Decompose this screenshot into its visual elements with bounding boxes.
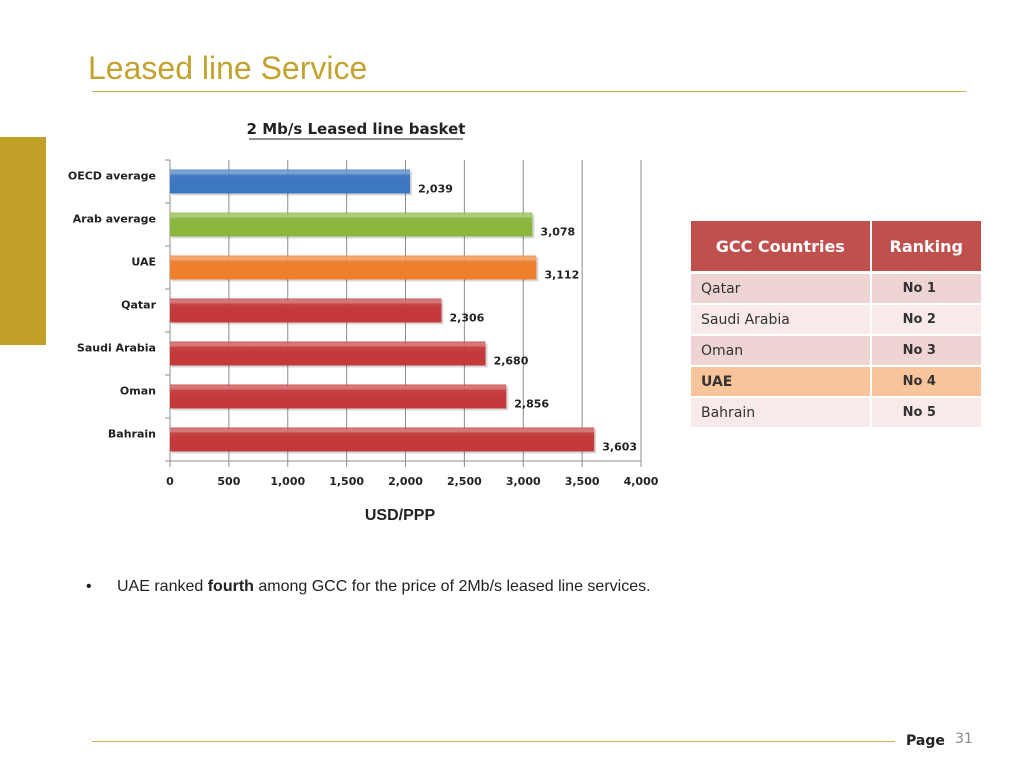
bullet-text-emphasis: fourth bbox=[207, 578, 254, 595]
bar bbox=[170, 255, 537, 280]
bar-highlight bbox=[170, 342, 486, 347]
slide-title: Leased line Service bbox=[88, 50, 368, 86]
x-tick-label: 4,000 bbox=[624, 475, 659, 488]
x-tick-label: 500 bbox=[217, 475, 240, 488]
bar-value-label: 2,856 bbox=[514, 398, 549, 411]
title-divider bbox=[92, 91, 966, 92]
table-cell-rank: No 2 bbox=[871, 305, 981, 336]
bullet-text-prefix: UAE ranked bbox=[117, 578, 208, 595]
page-number: 31 bbox=[955, 731, 973, 747]
bar-highlight bbox=[170, 385, 507, 390]
bar-value-label: 2,680 bbox=[494, 355, 529, 368]
table-cell-rank: No 1 bbox=[871, 274, 981, 305]
x-tick-label: 1,000 bbox=[270, 475, 305, 488]
table-cell-country: Saudi Arabia bbox=[691, 305, 872, 336]
bar-value-label: 3,078 bbox=[540, 226, 575, 239]
category-label: Bahrain bbox=[108, 428, 156, 441]
category-label: Qatar bbox=[121, 299, 156, 312]
bar bbox=[170, 169, 411, 194]
x-tick-label: 3,000 bbox=[506, 475, 541, 488]
bar bbox=[170, 427, 595, 452]
bar bbox=[170, 341, 486, 366]
bar-value-label: 3,112 bbox=[544, 269, 579, 282]
category-label: Oman bbox=[120, 385, 156, 398]
x-axis-label: USD/PPP bbox=[365, 507, 436, 524]
table-row: Oman No 3 bbox=[691, 336, 981, 367]
bar-value-label: 3,603 bbox=[602, 441, 637, 454]
x-tick-label: 1,500 bbox=[329, 475, 364, 488]
x-tick-label: 2,000 bbox=[388, 475, 423, 488]
category-label: Arab average bbox=[73, 213, 156, 226]
x-tick-label: 0 bbox=[166, 475, 174, 488]
table-cell-country: Qatar bbox=[691, 274, 872, 305]
bullet-point: • UAE ranked fourth among GCC for the pri… bbox=[86, 578, 651, 596]
bar-highlight bbox=[170, 213, 533, 218]
bar-value-label: 2,039 bbox=[418, 183, 453, 196]
category-label: UAE bbox=[131, 256, 156, 269]
bar bbox=[170, 384, 507, 409]
table-row: Qatar No 1 bbox=[691, 274, 981, 305]
table-header-country: GCC Countries bbox=[691, 221, 872, 274]
side-accent-bar bbox=[0, 137, 46, 345]
bar-highlight bbox=[170, 299, 442, 304]
chart-title: 2 Mb/s Leased line basket bbox=[247, 120, 466, 138]
table-cell-country: Oman bbox=[691, 336, 872, 367]
table-row: Bahrain No 5 bbox=[691, 398, 981, 429]
footer-divider bbox=[92, 741, 895, 742]
table-row: Saudi Arabia No 2 bbox=[691, 305, 981, 336]
bullet-text-suffix: among GCC for the price of 2Mb/s leased … bbox=[253, 578, 651, 595]
x-tick-label: 2,500 bbox=[447, 475, 482, 488]
bar-highlight bbox=[170, 428, 595, 433]
page-label: Page bbox=[906, 733, 945, 749]
bar-value-label: 2,306 bbox=[450, 312, 485, 325]
bar bbox=[170, 212, 533, 237]
x-tick-label: 3,500 bbox=[565, 475, 600, 488]
table-cell-rank: No 3 bbox=[871, 336, 981, 367]
bar-highlight bbox=[170, 256, 537, 261]
category-label: OECD average bbox=[68, 170, 156, 183]
category-label: Saudi Arabia bbox=[77, 342, 156, 355]
bullet-marker: • bbox=[86, 578, 92, 595]
table-row-highlighted: UAE No 4 bbox=[691, 367, 981, 398]
table-cell-rank: No 4 bbox=[871, 367, 981, 398]
gcc-ranking-table: GCC Countries Ranking Qatar No 1 Saudi A… bbox=[691, 221, 981, 429]
table-cell-country: UAE bbox=[691, 367, 872, 398]
bar-highlight bbox=[170, 170, 411, 175]
bar bbox=[170, 298, 442, 323]
table-cell-rank: No 5 bbox=[871, 398, 981, 429]
table-header-ranking: Ranking bbox=[871, 221, 981, 274]
leased-line-bar-chart: 2 Mb/s Leased line basket 2,039 OECD aver… bbox=[68, 120, 659, 524]
table-cell-country: Bahrain bbox=[691, 398, 872, 429]
